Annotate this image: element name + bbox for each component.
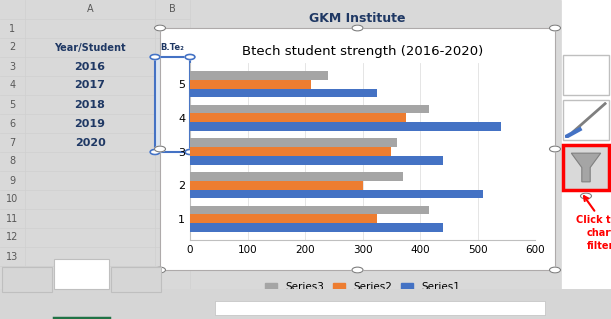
Text: Year/Student: Year/Student xyxy=(54,42,126,53)
Text: +: + xyxy=(578,65,595,85)
Text: 11: 11 xyxy=(6,213,18,224)
Text: 5: 5 xyxy=(9,100,16,109)
Bar xyxy=(190,89,377,97)
Text: ⋮: ⋮ xyxy=(191,300,202,310)
Text: Sheet2: Sheet2 xyxy=(62,300,100,310)
Text: 10: 10 xyxy=(6,195,18,204)
Bar xyxy=(190,105,429,114)
Bar xyxy=(190,80,311,89)
Text: Click this: Click this xyxy=(576,215,611,225)
Text: 9: 9 xyxy=(9,175,15,186)
Text: 2020: 2020 xyxy=(75,137,105,147)
Text: A: A xyxy=(87,4,93,14)
Text: 2018: 2018 xyxy=(75,100,106,109)
Text: B: B xyxy=(169,4,176,14)
Text: 2: 2 xyxy=(9,42,16,53)
Text: 3: 3 xyxy=(9,62,15,71)
Text: 2016: 2016 xyxy=(75,62,106,71)
Text: 12: 12 xyxy=(6,233,19,242)
Bar xyxy=(190,206,429,214)
Text: B.Te₂: B.Te₂ xyxy=(161,43,185,52)
Text: 6: 6 xyxy=(9,118,15,129)
Bar xyxy=(190,214,377,223)
Text: filter: filter xyxy=(587,241,611,251)
Text: ⊕: ⊕ xyxy=(174,300,183,310)
Text: 1: 1 xyxy=(9,24,15,33)
Bar xyxy=(190,189,483,198)
Legend: Series3, Series2, Series1: Series3, Series2, Series1 xyxy=(260,278,464,297)
Text: 13: 13 xyxy=(6,251,18,262)
Bar xyxy=(190,172,403,181)
Text: Sheet1: Sheet1 xyxy=(10,300,44,310)
Text: 7: 7 xyxy=(9,137,16,147)
Text: ◄: ◄ xyxy=(205,300,211,309)
Bar xyxy=(190,114,406,122)
Title: Btech student strength (2016-2020): Btech student strength (2016-2020) xyxy=(242,45,483,58)
Bar xyxy=(190,147,391,156)
Text: 8: 8 xyxy=(9,157,15,167)
Text: GKM Institute: GKM Institute xyxy=(309,11,406,25)
Bar xyxy=(190,71,328,80)
Bar xyxy=(190,138,397,147)
Text: 2019: 2019 xyxy=(75,118,106,129)
Bar xyxy=(190,181,362,189)
Bar xyxy=(190,223,443,232)
Text: Sheet4: Sheet4 xyxy=(119,300,153,310)
Bar xyxy=(190,122,500,131)
Bar xyxy=(190,156,443,165)
Polygon shape xyxy=(571,153,601,182)
Text: chart: chart xyxy=(587,228,611,238)
Text: 2017: 2017 xyxy=(75,80,106,91)
Text: 4: 4 xyxy=(9,80,15,91)
